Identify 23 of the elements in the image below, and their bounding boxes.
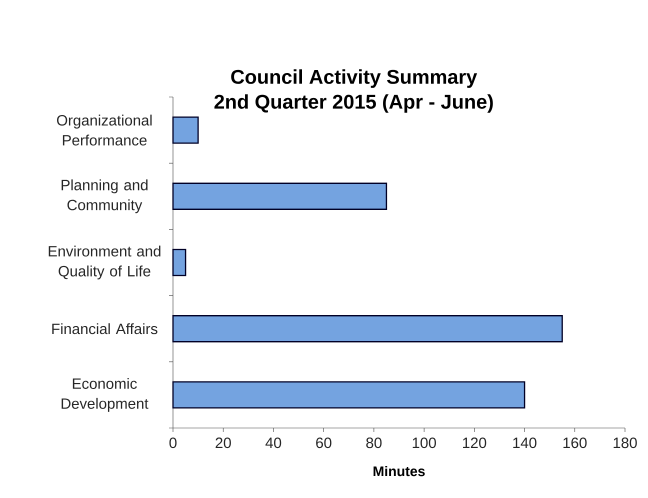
bar <box>172 116 199 144</box>
bar <box>172 315 563 342</box>
bar <box>172 381 526 409</box>
y-tick-label: Organizational Performance <box>57 114 152 146</box>
x-tick-label: 120 <box>463 438 486 448</box>
y-tick-label: Financial Affairs <box>52 323 158 334</box>
x-tick-label: 180 <box>614 438 637 448</box>
x-tick-label: 0 <box>169 438 177 448</box>
chart-title: Council Activity Summary <box>231 69 478 88</box>
x-axis-title: Minutes <box>374 466 425 476</box>
x-tick-label: 60 <box>316 438 332 448</box>
y-tick-label: Economic Development <box>62 378 148 412</box>
x-tick-label: 40 <box>265 438 282 448</box>
y-tick-label: Environment and Quality of Life <box>48 246 160 280</box>
x-tick-label: 160 <box>563 438 587 448</box>
x-tick-label: 20 <box>216 438 231 448</box>
x-tick-label: 80 <box>366 438 382 448</box>
x-tick-label: 140 <box>513 438 536 448</box>
y-tick-label: Planning and Community <box>62 179 148 214</box>
chart-subtitle: 2nd Quarter 2015 (Apr - June) <box>214 94 493 113</box>
bar <box>172 248 186 276</box>
x-tick-label: 100 <box>412 438 436 448</box>
bar <box>172 182 388 210</box>
